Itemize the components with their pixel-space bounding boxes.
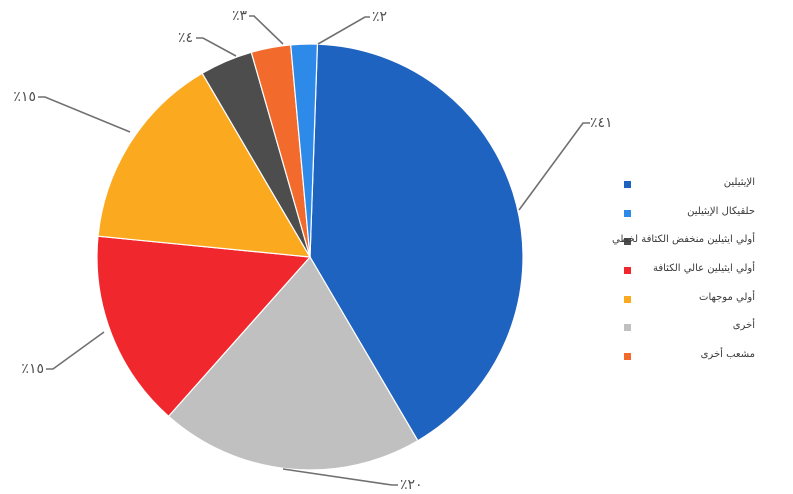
legend-swatch xyxy=(624,267,631,275)
legend-swatch xyxy=(624,353,631,361)
data-label-cyclic-ethylene: ٪٢ xyxy=(372,9,387,25)
legend-label: أولي ايثيلين منخفض الكثافة لخطي xyxy=(612,234,755,246)
legend-item-other: أخرى xyxy=(596,318,776,347)
pie-slices xyxy=(96,43,524,471)
leader-line-other xyxy=(282,468,398,486)
legend-swatch xyxy=(624,181,631,188)
legend-swatch xyxy=(624,209,631,217)
pie-slice-oriented xyxy=(97,72,312,258)
legend-item-branched-other: مشعب أخرى xyxy=(596,347,776,376)
legend-swatch xyxy=(624,324,631,332)
legend-item-cyclic-ethylene: حلقيكال الإيثيلين xyxy=(596,204,776,233)
pie-slice-hdpe xyxy=(96,235,312,418)
legend-item-hdpe: أولي ايثيلين عالي الكثافة xyxy=(596,261,776,290)
pie-slice-cyclic-ethylene xyxy=(290,43,319,258)
leader-lines xyxy=(38,15,590,486)
data-label-hdpe: ٪١٥ xyxy=(21,361,44,377)
legend-item-lldpe: أولي ايثيلين منخفض الكثافة لخطي xyxy=(596,232,776,261)
chart-legend: الإيثيلين حلقيكال الإيثيلين أولي ايثيلين م… xyxy=(596,175,776,376)
legend-label: أولي ايثيلين عالي الكثافة xyxy=(652,263,755,275)
legend-item-ethylene: الإيثيلين xyxy=(596,175,776,204)
leader-line-oriented xyxy=(38,96,131,133)
data-labels: ٪٤١ ٪٢٠ ٪١٥ ٪١٥ ٪٤ ٪٣ ٪٢ xyxy=(13,8,612,493)
leader-line-hdpe xyxy=(46,331,105,370)
legend-swatch xyxy=(624,238,631,246)
leader-line-lldpe xyxy=(196,37,237,57)
data-label-ethylene: ٪٤١ xyxy=(590,115,613,131)
leader-line-cyclic-ethylene xyxy=(317,16,370,45)
leader-line-ethylene xyxy=(518,122,590,211)
legend-label: حلقيكال الإيثيلين xyxy=(687,205,755,217)
legend-item-oriented: أولي موجهات xyxy=(596,290,776,319)
data-label-other: ٪٢٠ xyxy=(400,477,423,493)
leader-line-branched-other xyxy=(249,15,284,45)
data-label-branched-other: ٪٣ xyxy=(232,8,248,24)
data-label-oriented: ٪١٥ xyxy=(13,89,36,105)
legend-label: أولي موجهات xyxy=(699,291,755,303)
legend-label: مشعب أخرى xyxy=(700,349,755,361)
data-label-lldpe: ٪٤ xyxy=(178,30,193,46)
legend-label: أخرى xyxy=(732,320,755,332)
legend-label: الإيثيلين xyxy=(723,177,755,188)
legend-swatch xyxy=(624,295,631,303)
pie-slice-other xyxy=(167,255,419,471)
pie-slice-ethylene xyxy=(309,43,524,442)
